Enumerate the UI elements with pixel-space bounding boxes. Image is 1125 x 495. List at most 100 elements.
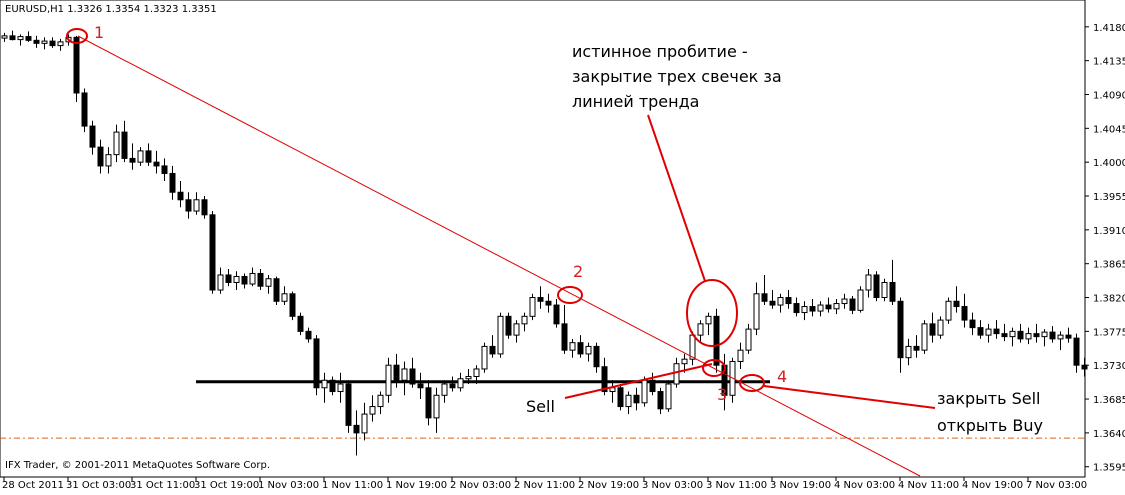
candle-body [977, 327, 984, 336]
candle-body [241, 275, 248, 285]
candle-body [417, 383, 424, 389]
annotation: Sell [526, 397, 555, 416]
candle-body [177, 191, 184, 201]
candle-body [401, 368, 408, 381]
marker-ellipse [66, 28, 88, 44]
y-tick-label: 1.3820 [1093, 294, 1125, 305]
candle-body [313, 338, 320, 389]
candle-body [545, 300, 552, 306]
candle-body [633, 394, 640, 404]
x-tick-label: 1 Nov 11:00 [322, 480, 383, 491]
x-tick-label: 28 Oct 2011 [2, 480, 64, 491]
candle-body [833, 303, 840, 310]
candle-body [569, 342, 576, 351]
candle-body [521, 315, 528, 325]
candle-body [9, 35, 16, 41]
candle-body [353, 424, 360, 434]
candle-body [73, 36, 80, 94]
candle-body [713, 315, 720, 366]
candle-body [785, 297, 792, 305]
candle-body [105, 154, 112, 167]
marker-ellipse [686, 279, 738, 347]
candle-body [1001, 333, 1008, 338]
marker-ellipse [557, 286, 583, 304]
candle-body [737, 349, 744, 362]
x-tick-label: 31 Oct 11:00 [130, 480, 195, 491]
candle-body [985, 328, 992, 336]
candle-body [513, 323, 520, 336]
candle-body [185, 199, 192, 212]
candle-body [1041, 331, 1048, 338]
candle-body [321, 379, 328, 389]
candle-body [161, 165, 168, 174]
candle-body [433, 394, 440, 419]
y-tick-label: 1.3775 [1093, 327, 1125, 338]
x-tick-label: 3 Nov 19:00 [770, 480, 831, 491]
candle-body [1009, 330, 1016, 338]
candle-body [689, 334, 696, 360]
candle-body [577, 342, 584, 355]
candle-body [553, 304, 560, 325]
candle-body [41, 40, 48, 44]
point-label: 3 [717, 385, 727, 404]
x-tick-label: 31 Oct 19:00 [194, 480, 259, 491]
candle-body [89, 125, 96, 148]
candle-body [657, 391, 664, 410]
point-label: 4 [777, 367, 787, 386]
y-tick-label: 1.3730 [1093, 361, 1125, 372]
candle-body [529, 297, 536, 317]
candle-body [1065, 334, 1072, 339]
candle-body [369, 406, 376, 415]
candle-body [897, 300, 904, 359]
candle-body [249, 272, 256, 285]
candle-body [169, 172, 176, 193]
x-tick-label: 2 Nov 11:00 [514, 480, 575, 491]
marker-ellipse [702, 359, 726, 377]
y-tick-label: 1.3595 [1093, 463, 1125, 474]
candle-body [17, 36, 24, 41]
candle-body [881, 281, 888, 299]
candle-body [841, 298, 848, 305]
candle-body [409, 368, 416, 385]
candle-body [385, 364, 392, 396]
candle-body [377, 394, 384, 408]
marker-ellipse [739, 374, 765, 392]
pointer-line [647, 114, 706, 282]
y-tick-label: 1.4180 [1093, 23, 1125, 34]
candle-body [625, 394, 632, 408]
candle-body [673, 363, 680, 385]
plot-frame [0, 0, 1086, 478]
candle-body [793, 303, 800, 314]
candle-body [49, 40, 56, 47]
candle-body [97, 146, 104, 167]
candle-body [1, 35, 8, 39]
candle-body [289, 293, 296, 317]
candle-body [1017, 330, 1024, 340]
candle-body [361, 413, 368, 434]
candle-body [753, 293, 760, 330]
candle-body [265, 278, 272, 287]
candle-body [913, 345, 920, 351]
candle-body [769, 300, 776, 306]
candle-body [449, 383, 456, 389]
annotation: открыть Buy [937, 416, 1043, 435]
candle-body [745, 328, 752, 351]
candle-body [537, 297, 544, 302]
candle-body [481, 345, 488, 370]
candle-body [1025, 333, 1032, 340]
candle-body [201, 199, 208, 216]
annotation: истинное пробитие - [572, 42, 748, 61]
y-tick-label: 1.4045 [1093, 124, 1125, 135]
candle-body [193, 199, 200, 212]
y-tick-label: 1.4135 [1093, 57, 1125, 68]
y-tick-label: 1.3865 [1093, 260, 1125, 271]
x-tick-label: 4 Nov 19:00 [962, 480, 1023, 491]
x-tick-label: 1 Nov 19:00 [386, 480, 447, 491]
trend-line [77, 35, 921, 477]
candle-body [697, 323, 704, 336]
candle-body [849, 298, 856, 311]
candle-body [345, 383, 352, 426]
candle-body [961, 306, 968, 321]
candle-body [953, 300, 960, 308]
